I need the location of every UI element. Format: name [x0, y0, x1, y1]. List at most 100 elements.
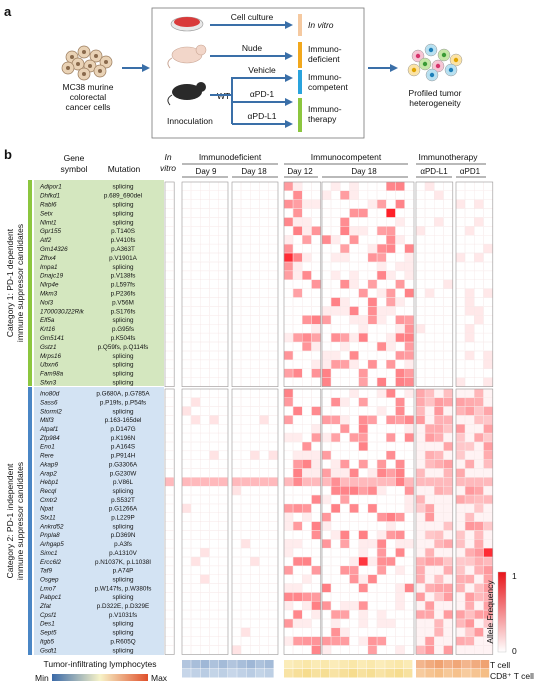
heatmap-cell: [209, 217, 219, 227]
heatmap-cell: [321, 253, 331, 262]
heatmap-cell: [164, 351, 174, 360]
heatmap-cell: [386, 627, 396, 637]
heatmap-cell: [311, 253, 321, 262]
heatmap-cell: [340, 424, 350, 434]
heatmap-cell: [404, 279, 414, 289]
heatmap-cell: [465, 636, 475, 646]
heatmap-cell: [455, 261, 465, 271]
heatmap-cell: [259, 583, 269, 593]
heatmap-cell: [191, 557, 201, 566]
heatmap-cell: [434, 574, 444, 584]
heatmap-cell: [241, 306, 251, 316]
heatmap-cell: [209, 181, 219, 191]
heatmap-cell: [218, 583, 228, 593]
heatmap-cell: [164, 512, 174, 522]
heatmap-cell: [241, 512, 251, 522]
heatmap-cell: [386, 406, 396, 416]
heatmap-cell: [218, 288, 228, 298]
heatmap-cell: [293, 315, 303, 325]
heatmap-cell: [181, 610, 191, 619]
heatmap-cell: [465, 468, 475, 478]
heatmap-cell: [181, 342, 191, 351]
arrow-label-vehicle: Vehicle: [248, 65, 276, 75]
heatmap-cell: [259, 388, 269, 398]
heatmap-cell: [349, 468, 359, 478]
heatmap-cell: [443, 557, 453, 566]
heatmap-cell: [455, 397, 465, 407]
heatmap-cell: [191, 468, 201, 478]
heatmap-cell: [386, 253, 396, 262]
heatmap-cell: [283, 208, 293, 218]
heatmap-cell: [200, 406, 210, 416]
heatmap-cell: [321, 261, 331, 271]
mutation: p.T140S: [111, 228, 135, 235]
gene-symbol: Dnajc19: [40, 273, 64, 280]
heatmap-cell: [358, 406, 368, 416]
outcome-competent-2: competent: [308, 82, 348, 92]
heatmap-cell: [321, 208, 331, 218]
heatmap-cell: [181, 459, 191, 469]
heatmap-cell: [250, 539, 260, 549]
heatmap-cell: [474, 377, 484, 387]
heatmap-cell: [191, 406, 201, 416]
heatmap-cell: [321, 377, 331, 387]
heatmap-cell: [302, 627, 312, 637]
heatmap-cell: [191, 253, 201, 262]
heatmap-cell: [241, 574, 251, 584]
til-cell: [462, 669, 471, 678]
mutation: p.D322E, p.D329E: [97, 603, 150, 610]
til-cell: [182, 660, 191, 669]
heatmap-cell: [483, 450, 493, 460]
heatmap-block-outline: [231, 388, 279, 655]
heatmap-cell: [302, 235, 312, 245]
heatmap-cell: [218, 359, 228, 369]
heatmap-cell: [218, 424, 228, 434]
heatmap-cell: [321, 217, 331, 227]
heatmap-cell: [231, 261, 241, 271]
heatmap-cell: [268, 235, 278, 245]
heatmap-cell: [311, 530, 321, 540]
heatmap-cell: [349, 208, 359, 218]
mutation: p.A164S: [111, 444, 135, 451]
heatmap-cell: [283, 288, 293, 298]
heatmap-cell: [443, 636, 453, 646]
heatmap-cell: [331, 521, 341, 531]
heatmap-cell: [293, 592, 303, 602]
heatmap-cell: [268, 539, 278, 549]
heatmap-cell: [404, 539, 414, 549]
heatmap-cell: [268, 406, 278, 416]
heatmap-cell: [404, 388, 414, 398]
heatmap-cell: [164, 601, 174, 611]
heatmap-cell: [259, 235, 269, 245]
heatmap-cell: [302, 424, 312, 434]
heatmap-cell: [425, 359, 435, 369]
heatmap-cell: [377, 288, 387, 298]
heatmap-cell: [164, 208, 174, 218]
heatmap-cell: [191, 433, 201, 442]
heatmap-cell: [200, 601, 210, 611]
heatmap-cell: [321, 315, 331, 325]
heatmap-cell: [321, 342, 331, 351]
heatmap-cell: [191, 610, 201, 619]
heatmap-cell: [283, 645, 293, 655]
heatmap-cell: [164, 226, 174, 236]
heatmap-cell: [358, 226, 368, 236]
heatmap-cell: [358, 557, 368, 566]
til-cell: [348, 669, 358, 678]
heatmap-cell: [164, 521, 174, 531]
heatmap-cell: [425, 574, 435, 584]
heatmap-cell: [164, 424, 174, 434]
heatmap-cell: [293, 217, 303, 227]
heatmap-cell: [434, 539, 444, 549]
heatmap-cell: [200, 199, 210, 209]
heatmap-cell: [434, 583, 444, 593]
heatmap-cell: [434, 297, 444, 307]
heatmap-cell: [483, 306, 493, 316]
heatmap-cell: [455, 442, 465, 451]
heatmap-cell: [465, 503, 475, 513]
heatmap-cell: [200, 503, 210, 513]
heatmap-cell: [340, 450, 350, 460]
til-cell: [366, 669, 376, 678]
heatmap-cell: [231, 253, 241, 262]
heatmap-cell: [191, 324, 201, 334]
